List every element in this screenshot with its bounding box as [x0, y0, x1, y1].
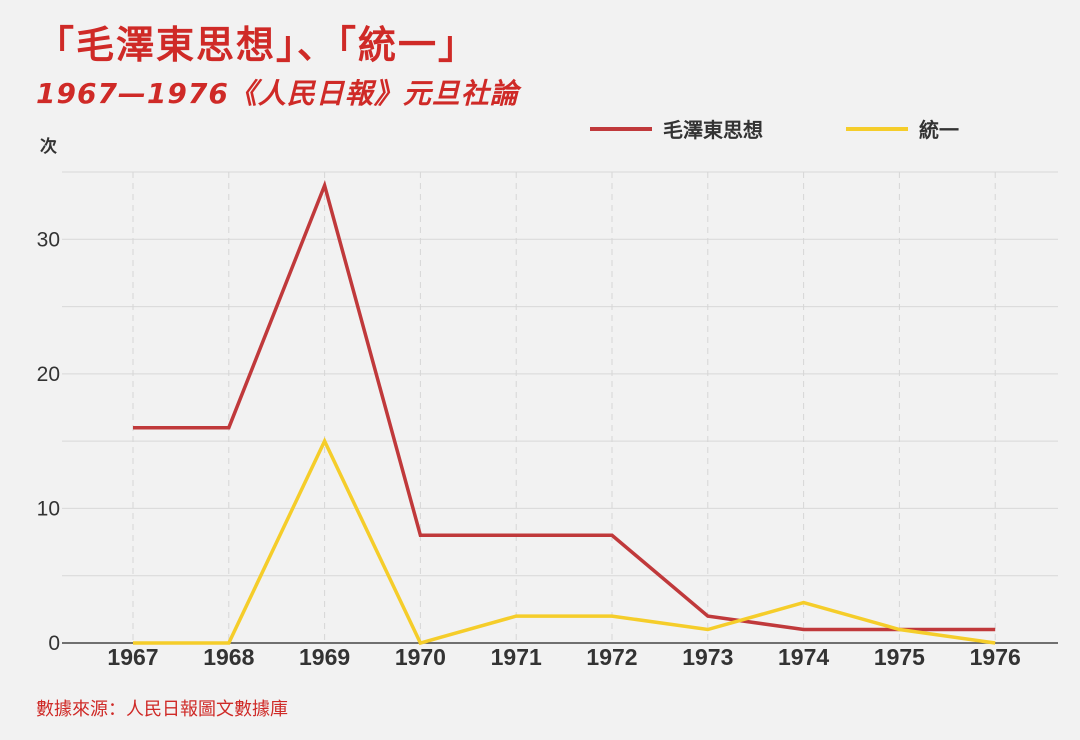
series	[133, 179, 996, 646]
y-tick-label: 10	[37, 497, 60, 520]
x-tick-label: 1976	[970, 644, 1021, 670]
x-tick-label: 1971	[491, 644, 542, 670]
y-tick-label: 20	[37, 363, 60, 386]
grid	[62, 171, 1058, 643]
x-tick-label: 1970	[395, 644, 446, 670]
y-axis-unit-label: 次	[40, 136, 57, 157]
series-line-mao-zedong-thought	[133, 179, 996, 632]
y-axis: 0 10 20 30	[37, 228, 60, 655]
x-tick-label: 1975	[874, 644, 925, 670]
y-tick-label: 0	[48, 632, 60, 655]
x-tick-label: 1968	[203, 644, 254, 670]
series-line-unification	[133, 437, 996, 646]
legend: 毛澤東思想 統一	[590, 118, 959, 142]
legend-label: 統一	[919, 118, 959, 142]
chart-subtitle: 1967—1976《人民日報》元旦社論	[36, 77, 519, 110]
y-tick-label: 30	[37, 228, 60, 251]
legend-label: 毛澤東思想	[663, 118, 763, 142]
x-tick-label: 1974	[778, 644, 829, 670]
x-tick-label: 1969	[299, 644, 350, 670]
x-tick-label: 1967	[107, 644, 158, 670]
x-tick-label: 1973	[682, 644, 733, 670]
x-axis: 1967 1968 1969 1970 1971 1972 1973 1974 1975 1976	[62, 642, 1058, 670]
data-source-note: 數據來源：人民日報圖文數據庫	[36, 699, 288, 720]
x-tick-label: 1972	[586, 644, 637, 670]
chart-title: 「毛澤東思想」、「統一」	[36, 23, 479, 67]
